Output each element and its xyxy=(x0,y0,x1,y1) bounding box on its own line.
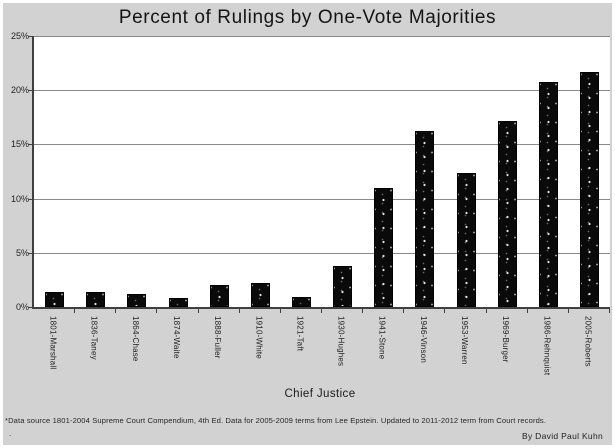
y-tick-label-15: 15% xyxy=(10,139,29,150)
bar-1910-White xyxy=(250,283,270,307)
x-tick-mark xyxy=(321,309,322,313)
x-tick-mark xyxy=(115,309,117,313)
x-tick-mark xyxy=(156,309,158,313)
chart-title: Percent of Rulings by One-Vote Majoritie… xyxy=(118,7,497,28)
bar-1969-Burger xyxy=(497,120,517,307)
bar-1953-Warren xyxy=(456,172,476,307)
x-category-label-1953-Warren: 1953-Warren xyxy=(460,316,469,365)
x-category-label-2005-Roberts: 2005-Roberts xyxy=(583,316,593,367)
x-category-label-1836-Taney: 1836-Taney xyxy=(89,316,99,360)
y-tick-mark xyxy=(28,144,32,146)
y-tick-mark xyxy=(28,252,32,254)
gridline-5 xyxy=(34,252,610,254)
bar-1801-Marshall xyxy=(45,291,65,307)
y-tick-label-0: 0% xyxy=(15,302,29,312)
x-tick-mark xyxy=(485,309,487,313)
y-tick-label-20: 20% xyxy=(10,85,29,96)
bar-1930-Hughes xyxy=(333,265,353,307)
plot-area xyxy=(32,36,610,309)
chart-canvas: Percent of Rulings by One-Vote Majoritie… xyxy=(3,3,612,445)
x-tick-mark xyxy=(403,309,405,313)
gridline-20 xyxy=(34,90,610,92)
x-category-label-1910-White: 1910-White xyxy=(254,316,264,359)
x-axis-title: Chief Justice xyxy=(284,388,356,400)
footnote-continuation: . xyxy=(9,429,12,438)
x-tick-mark xyxy=(197,309,199,313)
gridline-15 xyxy=(34,144,610,146)
bar-1874-Waite xyxy=(168,298,188,307)
x-tick-mark xyxy=(526,309,528,313)
y-tick-label-5: 5% xyxy=(15,247,29,258)
y-tick-mark xyxy=(28,307,32,308)
x-tick-mark xyxy=(444,309,446,313)
x-tick-mark xyxy=(74,309,76,313)
gridline-25 xyxy=(34,36,610,37)
x-tick-mark xyxy=(567,309,569,313)
bar-1986-Rehnquist xyxy=(538,81,558,307)
bar-1836-Taney xyxy=(86,291,106,307)
x-category-label-1930-Hughes: 1930-Hughes xyxy=(336,316,346,367)
x-tick-mark xyxy=(279,309,281,313)
y-tick-mark xyxy=(28,90,32,92)
x-category-label-1874-Waite: 1874-Waite xyxy=(172,316,181,359)
x-tick-mark xyxy=(362,309,364,313)
x-category-label-1941-Stone: 1941-Stone xyxy=(377,316,387,360)
x-category-label-1921-Taft: 1921-Taft xyxy=(295,316,305,352)
footnote: *Data source 1801-2004 Supreme Court Com… xyxy=(5,416,547,425)
bar-1946-Vinson xyxy=(415,131,435,307)
bar-1888-Fuller xyxy=(209,285,229,307)
x-category-label-1801-Marshall: 1801-Marshall xyxy=(48,316,58,370)
y-tick-mark xyxy=(28,36,32,37)
y-tick-label-10: 10% xyxy=(10,193,29,204)
bar-1941-Stone xyxy=(374,187,394,307)
y-tick-label-25: 25% xyxy=(10,31,29,41)
bar-2005-Roberts xyxy=(579,71,599,307)
gridline-10 xyxy=(34,198,610,200)
x-category-label-1946-Vinson: 1946-Vinson xyxy=(418,316,428,363)
x-category-label-1986-Rehnquist: 1986-Rehnquist xyxy=(542,316,552,376)
x-category-label-1969-Burger: 1969-Burger xyxy=(501,316,511,363)
bar-1921-Taft xyxy=(291,297,311,307)
byline: By David Paul Kuhn xyxy=(522,431,603,441)
x-category-label-1864-Chase: 1864-Chase xyxy=(130,316,140,362)
bar-1864-Chase xyxy=(127,294,147,307)
x-tick-mark xyxy=(238,309,240,313)
y-tick-mark xyxy=(28,198,32,200)
x-category-label-1888-Fuller: 1888-Fuller xyxy=(213,316,223,359)
x-tick-mark xyxy=(609,309,610,313)
